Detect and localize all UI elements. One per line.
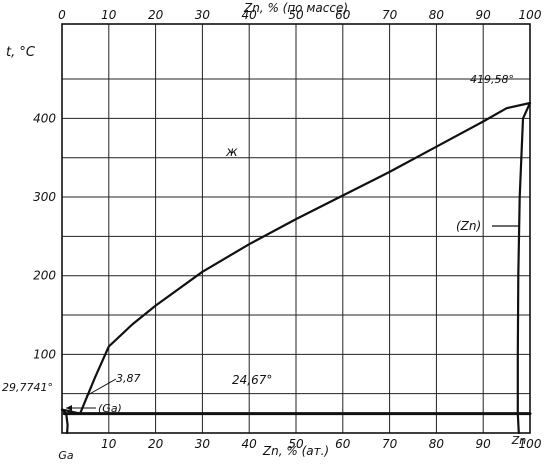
top-tick-label: 100 — [519, 8, 542, 22]
top-tick-label: 50 — [288, 8, 304, 22]
top-tick-label: 40 — [242, 8, 258, 22]
top-axis-title: Zn, % (по массе) — [243, 1, 348, 15]
x-axis-title: Zn, % (ат.) — [262, 444, 329, 458]
top-tick-label: 30 — [195, 8, 211, 22]
y-tick-label: 200 — [33, 269, 56, 283]
bottom-tick-label: 70 — [382, 437, 398, 451]
top-tick-label: 20 — [148, 8, 164, 22]
phase-curves — [60, 101, 532, 435]
bottom-tick-label: 80 — [429, 437, 445, 451]
y-tick-label: 100 — [33, 347, 56, 361]
top-tick-label: 80 — [429, 8, 445, 22]
y-tick-label: 300 — [33, 190, 56, 204]
bottom-tick-label: 30 — [195, 437, 211, 451]
zn-solid-phase-label: (Zn) — [456, 219, 481, 233]
ga-solid-phase-label: (Ga) — [98, 402, 122, 415]
y-tick-label: 400 — [33, 111, 56, 125]
plot-frame: 0 10 10 20 20 30 30 40 40 50 50 60 60 70 70 80 80 90 90 100… — [33, 8, 542, 451]
liquid-phase-label: ж — [225, 145, 238, 160]
ga-melting-point-label: 29,7741° — [2, 381, 53, 394]
bottom-tick-label: 100 — [519, 437, 542, 451]
eutectic-temperature-label: 24,67° — [232, 373, 272, 387]
grid — [62, 24, 530, 433]
bottom-tick-label: 90 — [476, 437, 492, 451]
ga-solid-pointer-arrowhead — [66, 405, 72, 411]
plot-border — [61, 23, 531, 434]
ga_solvus-line — [60, 408, 69, 435]
liquidus-line — [60, 101, 532, 415]
bottom-tick-label: 60 — [335, 437, 351, 451]
element-label-zn: Zn — [511, 434, 527, 447]
bottom-tick-label: 40 — [242, 437, 258, 451]
element-label-ga: Ga — [58, 449, 74, 462]
bottom-tick-label: 50 — [288, 437, 304, 451]
top-tick-label: 10 — [101, 8, 117, 22]
eutectic-composition-label: 3,87 — [116, 372, 141, 385]
zn_solvus-line — [516, 101, 532, 435]
bottom-tick-label: 20 — [148, 437, 164, 451]
zn-melting-point-label: 419,58° — [470, 73, 514, 86]
eutectic-composition-pointer — [85, 378, 117, 397]
top-tick-label: 60 — [335, 8, 351, 22]
bottom-tick-label: 10 — [101, 437, 117, 451]
top-tick-label: 90 — [476, 8, 492, 22]
y-axis-title: t, °C — [6, 45, 36, 60]
top-tick-label: 70 — [382, 8, 398, 22]
top-tick-label: 0 — [58, 8, 66, 22]
